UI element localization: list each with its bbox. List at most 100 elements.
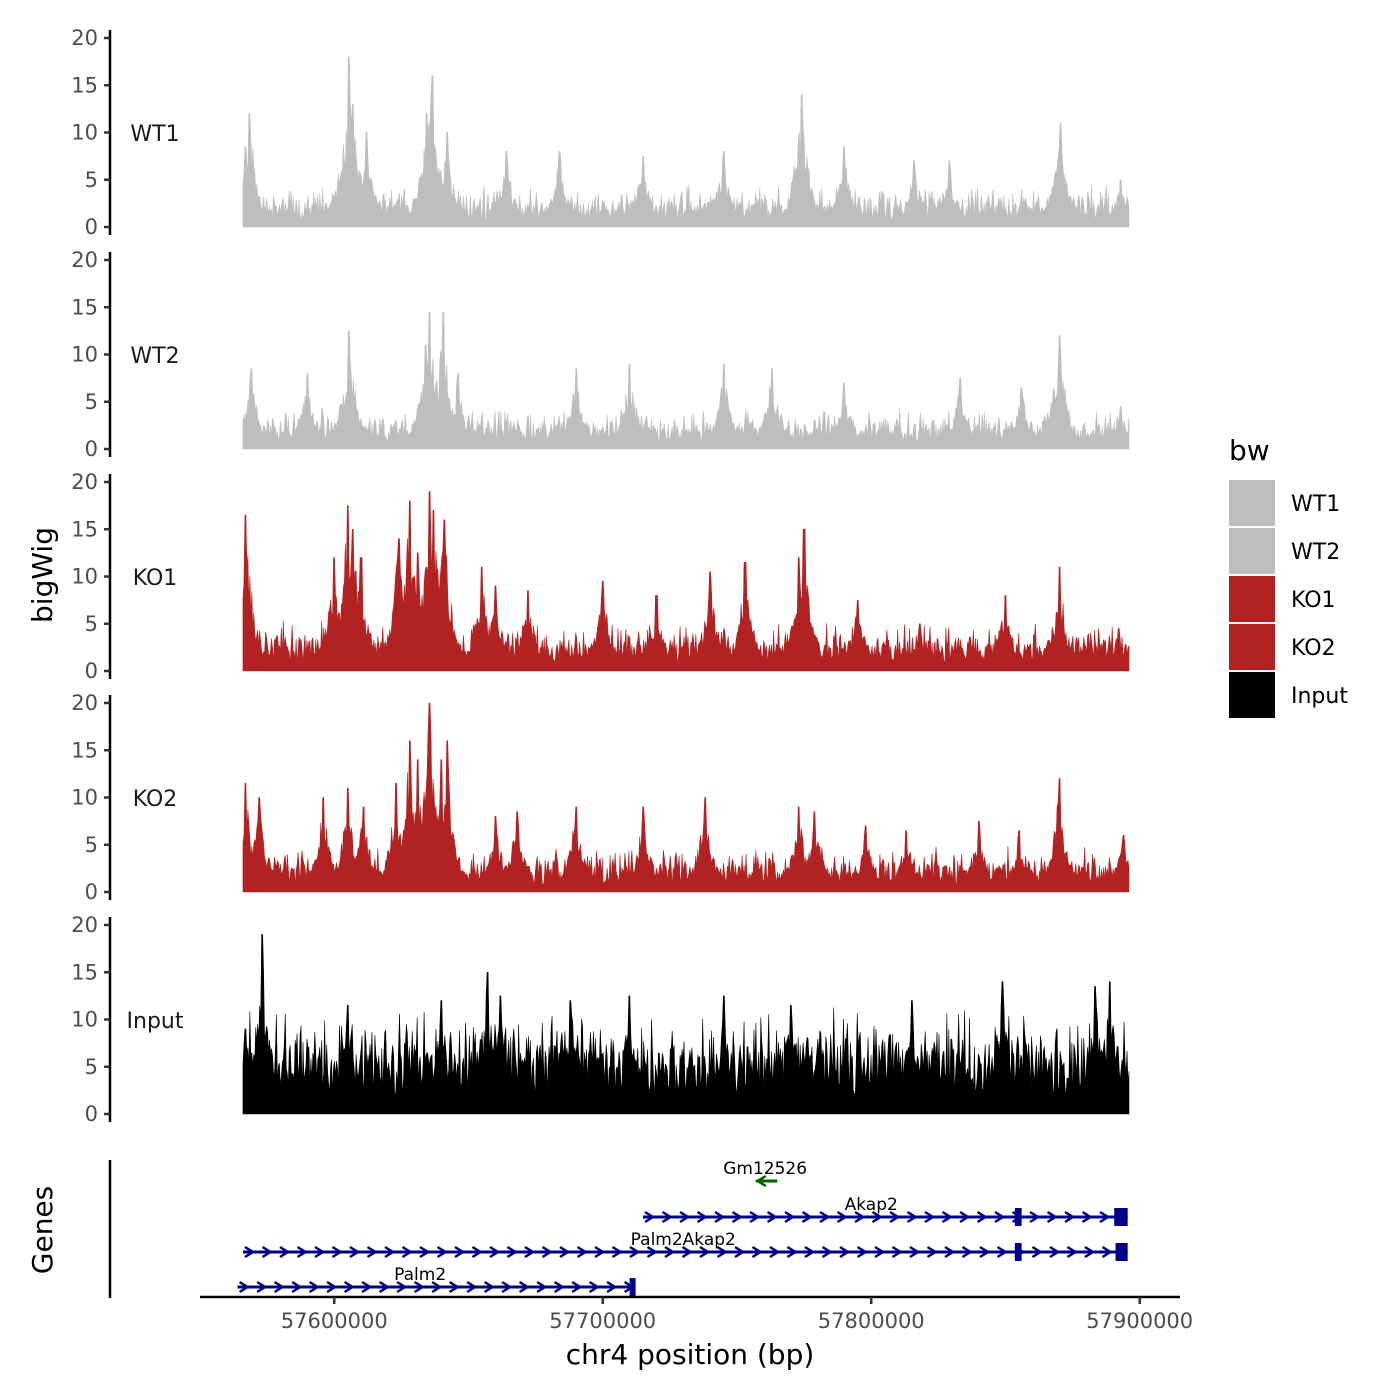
track-ko1: 0 5 10 15 20 KO1 [71, 470, 1130, 683]
legend-label-wt1: WT1 [1291, 492, 1340, 517]
y-tick-label: 5 [85, 390, 98, 414]
y-tick-label: 15 [71, 960, 98, 984]
strand-chevron [941, 1210, 953, 1224]
y-tick-label: 0 [85, 1102, 98, 1126]
strand-chevron [699, 1245, 711, 1259]
y-tick-label: 10 [71, 1008, 98, 1032]
y-tick-label: 5 [85, 1055, 98, 1079]
y-tick-label: 0 [85, 437, 98, 461]
strand-chevron [961, 1245, 973, 1259]
y-tick-label: 0 [85, 659, 98, 683]
strand-chevron [679, 1210, 691, 1224]
strand-chevron [801, 1210, 813, 1224]
strand-chevron [436, 1245, 448, 1259]
y-tick-label: 15 [71, 73, 98, 97]
strand-chevron [664, 1245, 676, 1259]
strand-chevron [755, 1174, 767, 1188]
strand-chevron [681, 1245, 693, 1259]
strand-chevron [1031, 1245, 1043, 1259]
strand-chevron [256, 1280, 268, 1294]
track-ko2: 0 5 10 15 20 KO2 [71, 691, 1130, 904]
strand-chevron [483, 1280, 495, 1294]
legend-key-ko2 [1229, 624, 1275, 670]
strand-chevron [501, 1280, 513, 1294]
strand-chevron [466, 1280, 478, 1294]
strand-chevron [576, 1245, 588, 1259]
strand-chevron [784, 1210, 796, 1224]
strand-chevron [891, 1245, 903, 1259]
strand-chevron [279, 1245, 291, 1259]
y-tick-label: 10 [71, 121, 98, 145]
strand-chevron [804, 1245, 816, 1259]
strand-chevron [611, 1245, 623, 1259]
y-tick-label: 15 [71, 517, 98, 541]
y-tick-label: 15 [71, 295, 98, 319]
strand-chevron [553, 1280, 565, 1294]
y-tick-label: 20 [71, 26, 98, 50]
y-tick-label: 10 [71, 565, 98, 589]
strand-chevron [646, 1245, 658, 1259]
strand-chevron [401, 1245, 413, 1259]
signal-area-wt2 [242, 311, 1130, 450]
strand-chevron [431, 1280, 443, 1294]
legend-key-wt1 [1229, 480, 1275, 526]
strand-chevron [518, 1280, 530, 1294]
legend-label-input: Input [1291, 684, 1348, 709]
legend-key-input [1229, 672, 1275, 718]
strand-chevron [924, 1210, 936, 1224]
y-tick-label: 20 [71, 913, 98, 937]
strand-chevron [308, 1280, 320, 1294]
y-tick-label: 0 [85, 215, 98, 239]
strand-chevron [716, 1245, 728, 1259]
strand-chevron [448, 1280, 460, 1294]
legend-label-wt2: WT2 [1291, 540, 1340, 565]
strand-chevron [909, 1245, 921, 1259]
strand-chevron [506, 1245, 518, 1259]
strand-chevron [629, 1245, 641, 1259]
strand-chevron [1064, 1210, 1076, 1224]
strand-chevron [396, 1280, 408, 1294]
exon [1114, 1208, 1128, 1226]
strand-chevron [419, 1245, 431, 1259]
strand-chevron [384, 1245, 396, 1259]
strand-chevron [766, 1210, 778, 1224]
strand-chevron [413, 1280, 425, 1294]
y-tick-label: 20 [71, 470, 98, 494]
genes-panel: Gm12526 Akap2 Palm2Akap2 Palm2 [108, 1159, 1128, 1298]
signal-area-input [242, 934, 1130, 1115]
strand-chevron [874, 1245, 886, 1259]
strand-chevron [1084, 1245, 1096, 1259]
strand-chevron [994, 1210, 1006, 1224]
strand-chevron [361, 1280, 373, 1294]
gene-label: Gm12526 [723, 1159, 807, 1179]
x-tick-label: 57600000 [281, 1309, 388, 1333]
y-tick-label: 20 [71, 691, 98, 715]
track-label-input: Input [127, 1009, 184, 1034]
exon [1014, 1208, 1022, 1226]
strand-chevron [594, 1245, 606, 1259]
strand-chevron [786, 1245, 798, 1259]
y-tick-label: 5 [85, 612, 98, 636]
strand-chevron [366, 1245, 378, 1259]
strand-chevron [979, 1245, 991, 1259]
y-tick-label: 10 [71, 343, 98, 367]
legend-title: bw [1229, 434, 1270, 467]
strand-chevron [871, 1210, 883, 1224]
strand-chevron [238, 1280, 250, 1294]
strand-chevron [588, 1280, 600, 1294]
track-wt1: 0 5 10 15 20 WT1 [71, 26, 1130, 239]
strand-chevron [331, 1245, 343, 1259]
strand-chevron [906, 1210, 918, 1224]
strand-chevron [976, 1210, 988, 1224]
strand-chevron [471, 1245, 483, 1259]
strand-chevron [714, 1210, 726, 1224]
strand-chevron [1066, 1245, 1078, 1259]
exon [1115, 1243, 1128, 1261]
strand-chevron [839, 1245, 851, 1259]
strand-chevron [1099, 1210, 1111, 1224]
strand-chevron [854, 1210, 866, 1224]
strand-chevron [296, 1245, 308, 1259]
strand-chevron [541, 1245, 553, 1259]
strand-chevron [959, 1210, 971, 1224]
